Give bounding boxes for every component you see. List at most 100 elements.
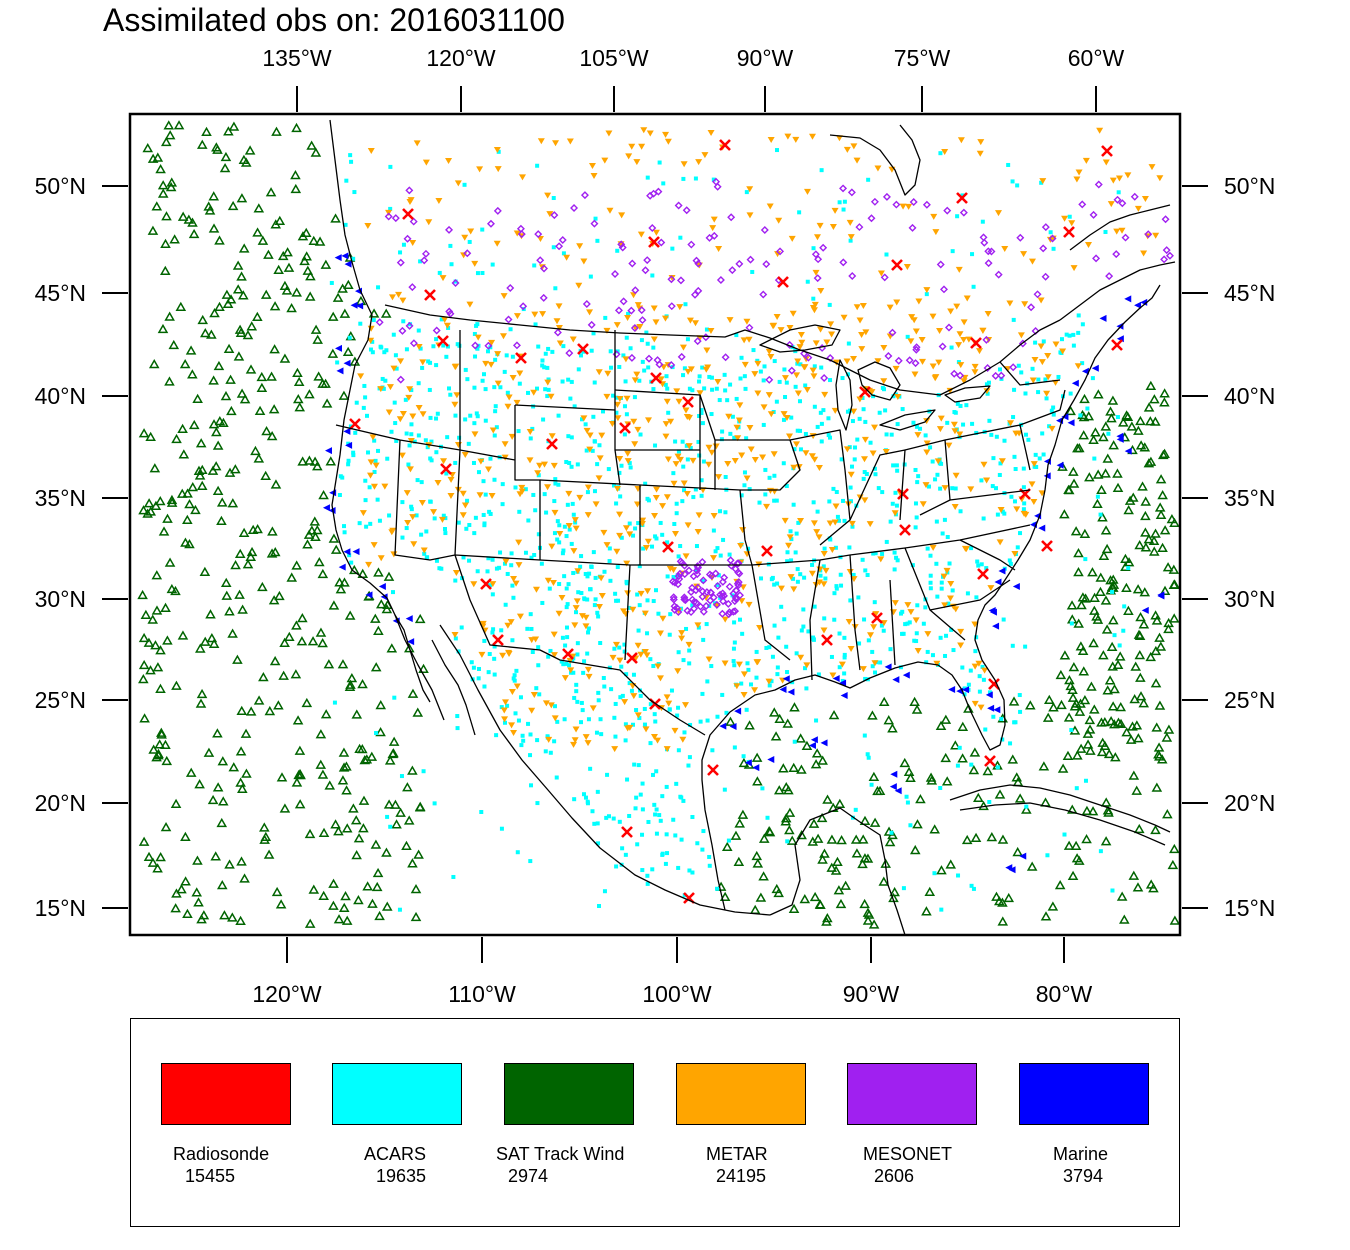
top-lon-label: 75°W: [894, 45, 951, 71]
obs-marker-metar: [651, 513, 659, 520]
obs-marker-sat: [940, 714, 952, 724]
obs-marker-sat: [338, 747, 350, 757]
obs-marker-sat: [1074, 442, 1085, 453]
obs-marker-meso: [731, 594, 740, 603]
obs-marker-meso: [983, 363, 992, 372]
obs-marker-acars: [556, 413, 561, 418]
obs-marker-sat: [991, 891, 1002, 901]
obs-marker-meso: [1041, 223, 1050, 232]
obs-marker-sat: [238, 290, 249, 300]
obs-marker-meso: [580, 191, 589, 200]
obs-marker-sat: [780, 816, 792, 826]
obs-marker-meso: [991, 371, 1000, 380]
obs-marker-acars: [467, 558, 472, 563]
obs-marker-sat: [1151, 615, 1163, 625]
obs-marker-sat: [238, 243, 250, 253]
obs-marker-metar: [539, 311, 547, 318]
obs-marker-acars: [939, 907, 944, 912]
obs-marker-metar: [548, 433, 556, 440]
obs-marker-acars: [363, 395, 368, 400]
obs-marker-metar: [747, 446, 755, 453]
obs-marker-acars: [571, 512, 576, 517]
obs-marker-metar: [823, 339, 831, 346]
obs-marker-acars: [627, 461, 632, 466]
obs-marker-metar: [894, 393, 902, 400]
obs-marker-acars: [930, 653, 935, 658]
obs-marker-metar: [419, 411, 427, 418]
obs-marker-acars: [510, 354, 515, 359]
obs-marker-meso: [486, 219, 495, 228]
obs-marker-metar: [659, 503, 667, 510]
obs-marker-sat: [1089, 704, 1100, 714]
obs-marker-metar: [877, 270, 885, 277]
obs-marker-acars: [750, 269, 755, 274]
obs-marker-sat: [271, 126, 282, 136]
obs-marker-acars: [764, 645, 769, 650]
obs-marker-metar: [977, 139, 985, 146]
obs-marker-acars: [841, 207, 846, 212]
obs-marker-sat: [220, 577, 232, 588]
obs-marker-meso: [884, 351, 893, 360]
obs-marker-acars: [902, 462, 907, 467]
obs-marker-acars: [723, 388, 728, 393]
obs-marker-acars: [569, 541, 574, 546]
obs-marker-sat: [196, 464, 208, 474]
obs-marker-sat: [1102, 685, 1113, 695]
obs-marker-acars: [1015, 183, 1020, 188]
obs-marker-acars: [664, 784, 669, 789]
obs-marker-metar: [451, 364, 459, 371]
obs-marker-acars: [657, 160, 662, 165]
obs-marker-acars: [663, 382, 668, 387]
obs-marker-metar: [673, 388, 681, 395]
obs-marker-metar: [453, 392, 461, 399]
obs-marker-acars: [602, 889, 607, 894]
obs-marker-sat: [227, 200, 239, 211]
obs-marker-acars: [490, 630, 495, 635]
obs-marker-meso: [911, 359, 920, 368]
obs-marker-acars: [561, 344, 566, 349]
obs-marker-metar: [951, 504, 959, 511]
obs-marker-sat: [290, 183, 302, 194]
obs-marker-sat: [403, 815, 415, 825]
obs-marker-sat: [196, 139, 208, 149]
obs-marker-acars: [1110, 888, 1115, 893]
top-lon-label: 120°W: [426, 45, 496, 71]
obs-marker-marine: [344, 260, 352, 268]
obs-marker-sat: [1095, 586, 1106, 597]
obs-marker-acars: [381, 386, 386, 391]
left-lat-label: 50°N: [35, 173, 86, 199]
obs-marker-metar: [905, 203, 913, 210]
obs-marker-acars: [726, 838, 731, 843]
obs-marker-metar: [366, 472, 374, 479]
obs-marker-sat: [1063, 840, 1075, 850]
obs-marker-acars: [451, 874, 456, 879]
obs-marker-acars: [738, 376, 743, 381]
obs-marker-marine: [719, 722, 727, 730]
obs-marker-acars: [409, 432, 414, 437]
obs-marker-acars: [493, 357, 498, 362]
obs-marker-sat: [157, 323, 169, 334]
obs-marker-metar: [502, 558, 510, 565]
obs-marker-acars: [601, 675, 606, 680]
obs-marker-acars: [483, 418, 488, 423]
obs-marker-acars: [519, 743, 524, 748]
obs-marker-acars: [986, 380, 991, 385]
obs-marker-acars: [744, 190, 749, 195]
obs-marker-acars: [665, 574, 670, 579]
obs-marker-acars: [997, 472, 1002, 477]
obs-marker-meso: [391, 214, 400, 223]
obs-marker-acars: [650, 867, 655, 872]
obs-marker-sat: [1057, 763, 1069, 773]
obs-marker-sat: [1122, 411, 1134, 422]
obs-marker-acars: [1015, 545, 1020, 550]
obs-marker-metar: [923, 449, 931, 456]
obs-marker-metar: [542, 700, 550, 707]
obs-marker-acars: [566, 582, 571, 587]
obs-marker-sat: [1107, 701, 1119, 711]
obs-marker-metar: [751, 371, 759, 378]
obs-marker-metar: [1113, 228, 1121, 235]
obs-marker-sat: [176, 884, 187, 894]
obs-marker-sat: [212, 782, 224, 792]
obs-marker-metar: [1031, 357, 1039, 364]
obs-marker-acars: [945, 420, 950, 425]
